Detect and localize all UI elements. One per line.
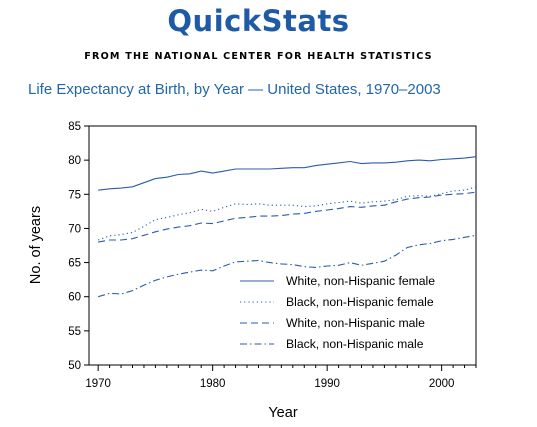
y-tick-label: 65 (68, 258, 81, 270)
axes: 50 55 60 65 70 75 80 85 1970 1980 1990 2000 (68, 121, 477, 390)
y-tick-label: 75 (68, 189, 81, 201)
quickstats-logo: QuickStats (167, 4, 350, 38)
chart-title: Life Expectancy at Birth, by Year — Unit… (28, 81, 441, 98)
x-tick-label: 1990 (314, 378, 340, 390)
source-line: FROM THE NATIONAL CENTER FOR HEALTH STAT… (84, 51, 433, 62)
series-line-solid (98, 156, 477, 191)
series-line-dotted (98, 186, 477, 241)
y-tick-label: 85 (68, 121, 81, 133)
x-tick-label: 1980 (200, 378, 226, 390)
legend-label: White, non-Hispanic female (286, 274, 435, 288)
y-tick-label: 55 (68, 326, 81, 338)
series-line-dashdot (98, 234, 477, 298)
legend-label: Black, non-Hispanic male (286, 337, 424, 351)
plot-frame (88, 125, 477, 366)
x-tick-label: 1970 (85, 378, 111, 390)
series-line-dashed (98, 191, 477, 243)
y-tick-label: 80 (68, 155, 81, 167)
y-tick-label: 50 (68, 360, 81, 372)
y-axis-label: No. of years (28, 206, 44, 284)
y-tick-label: 60 (68, 292, 81, 304)
legend-label: White, non-Hispanic male (286, 316, 425, 330)
x-tick-label: 2000 (429, 378, 455, 390)
y-tick-label: 70 (68, 223, 81, 235)
x-axis-label: Year (268, 405, 297, 421)
series-layer (98, 156, 477, 298)
legend: White, non-Hispanic female Black, non-His… (240, 274, 435, 351)
legend-label: Black, non-Hispanic female (286, 295, 434, 309)
